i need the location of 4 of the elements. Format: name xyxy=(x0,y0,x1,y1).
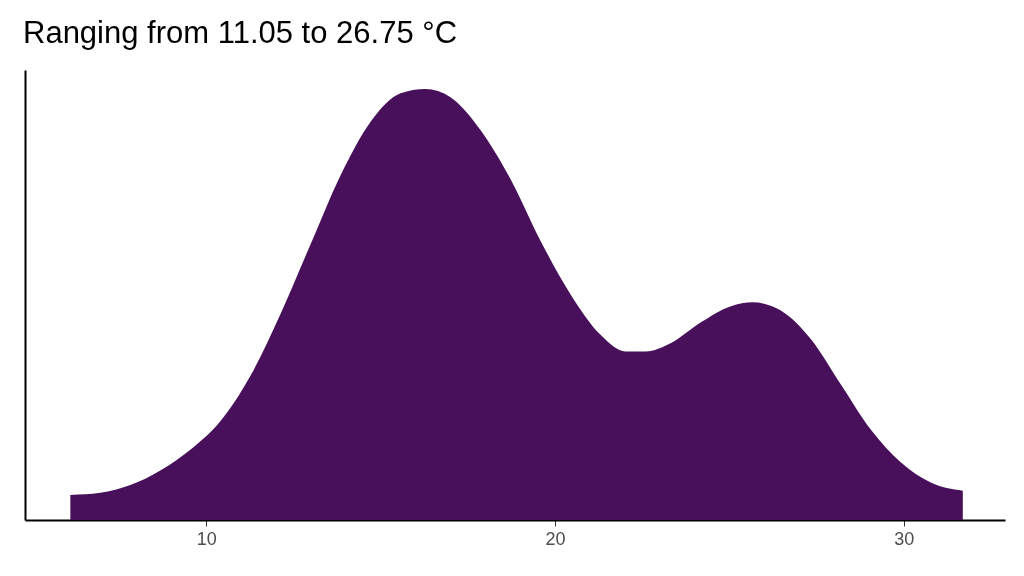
x-tick-label: 20 xyxy=(545,528,566,549)
chart-title: Ranging from 11.05 to 26.75 °C xyxy=(23,15,458,50)
x-tick-label: 30 xyxy=(894,528,915,549)
x-tick-label: 10 xyxy=(196,528,217,549)
